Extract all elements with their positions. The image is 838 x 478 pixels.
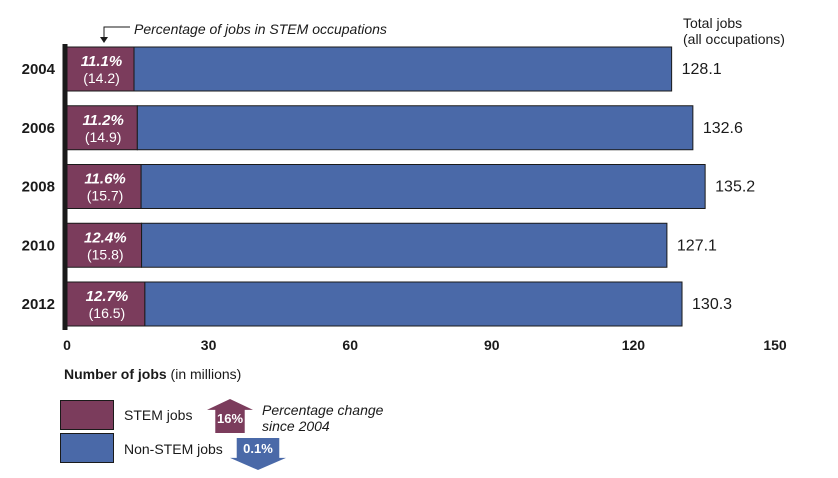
bar-stem-2008 [66, 164, 142, 209]
year-label-2012: 2012 [22, 296, 55, 313]
annotation-pointer-line [103, 26, 130, 38]
stem-value-label-2012: (16.5) [89, 305, 126, 321]
stem-percent-annotation: Percentage of jobs in STEM occupations [134, 21, 387, 37]
bar-nonstem-2006 [136, 105, 694, 151]
stem-change-value: 16% [216, 411, 244, 426]
stem-percent-label-2008: 11.6% [84, 171, 125, 188]
legend-stem-swatch [60, 400, 114, 430]
stem-percent-label-2010: 12.4% [84, 229, 127, 246]
x-axis: 0 30 60 90 120 150 [62, 26, 787, 353]
total-label-2006: 132.6 [703, 120, 743, 137]
legend-nonstem-label: Non-STEM jobs [124, 441, 223, 457]
total-jobs-header: Total jobs (all occupations) [683, 15, 785, 47]
x-tick-label-150: 150 [763, 337, 787, 353]
bar-stem-2004 [66, 46, 135, 92]
x-tick-label-0: 0 [63, 337, 71, 353]
arrow-up-icon: 16% [207, 399, 253, 433]
x-tick-label-90: 90 [484, 337, 500, 353]
stem-percent-label-2012: 12.7% [86, 288, 129, 305]
year-label-2006: 2006 [22, 120, 55, 137]
x-axis-label-main: Number of jobs [64, 366, 167, 382]
stem-percent-label-2004: 11.1% [81, 53, 122, 70]
stem-value-label-2010: (15.8) [87, 246, 124, 262]
year-label-2010: 2010 [22, 237, 55, 254]
total-jobs-header-line2: (all occupations) [683, 31, 785, 47]
total-jobs-header-line1: Total jobs [683, 15, 743, 31]
legend-nonstem-swatch [60, 433, 114, 463]
total-label-2008: 135.2 [715, 179, 755, 196]
total-label-2004: 128.1 [682, 61, 722, 78]
x-tick-label-120: 120 [622, 337, 646, 353]
percentage-change-line1: Percentage change [262, 402, 384, 418]
nonstem-change-value: 0.1% [243, 441, 273, 456]
x-tick-label-30: 30 [201, 337, 217, 353]
stem-value-label-2008: (15.7) [87, 188, 124, 204]
stem-value-label-2006: (14.9) [85, 129, 122, 145]
bar-nonstem-2008 [140, 164, 706, 209]
bar-nonstem-2012 [144, 281, 683, 327]
chart-marks: 2004 11.1%(14.2) 128.1 2006 11.2%(14.9) 132.6… [22, 46, 755, 327]
total-label-2012: 130.3 [692, 296, 732, 313]
annotation-text: Percentage of jobs in STEM occupations [134, 21, 387, 37]
stem-value-label-2004: (14.2) [83, 70, 120, 86]
total-label-2010: 127.1 [677, 237, 717, 254]
percentage-change-line2: since 2004 [262, 418, 330, 434]
arrow-down-icon: 0.1% [230, 438, 286, 470]
bar-nonstem-2010 [141, 222, 668, 268]
bar-stem-2006 [66, 105, 138, 151]
year-label-2008: 2008 [22, 179, 55, 196]
annotation-arrowhead-icon [100, 37, 108, 43]
x-axis-label: Number of jobs (in millions) [64, 366, 241, 382]
stem-percent-label-2006: 11.2% [82, 112, 123, 129]
percentage-change-label: Percentage change since 2004 [262, 402, 383, 434]
x-tick-label-60: 60 [342, 337, 358, 353]
year-label-2004: 2004 [22, 61, 56, 78]
x-axis-label-unit: (in millions) [166, 366, 242, 382]
bar-nonstem-2004 [133, 46, 673, 92]
legend-stem-label: STEM jobs [124, 407, 193, 423]
